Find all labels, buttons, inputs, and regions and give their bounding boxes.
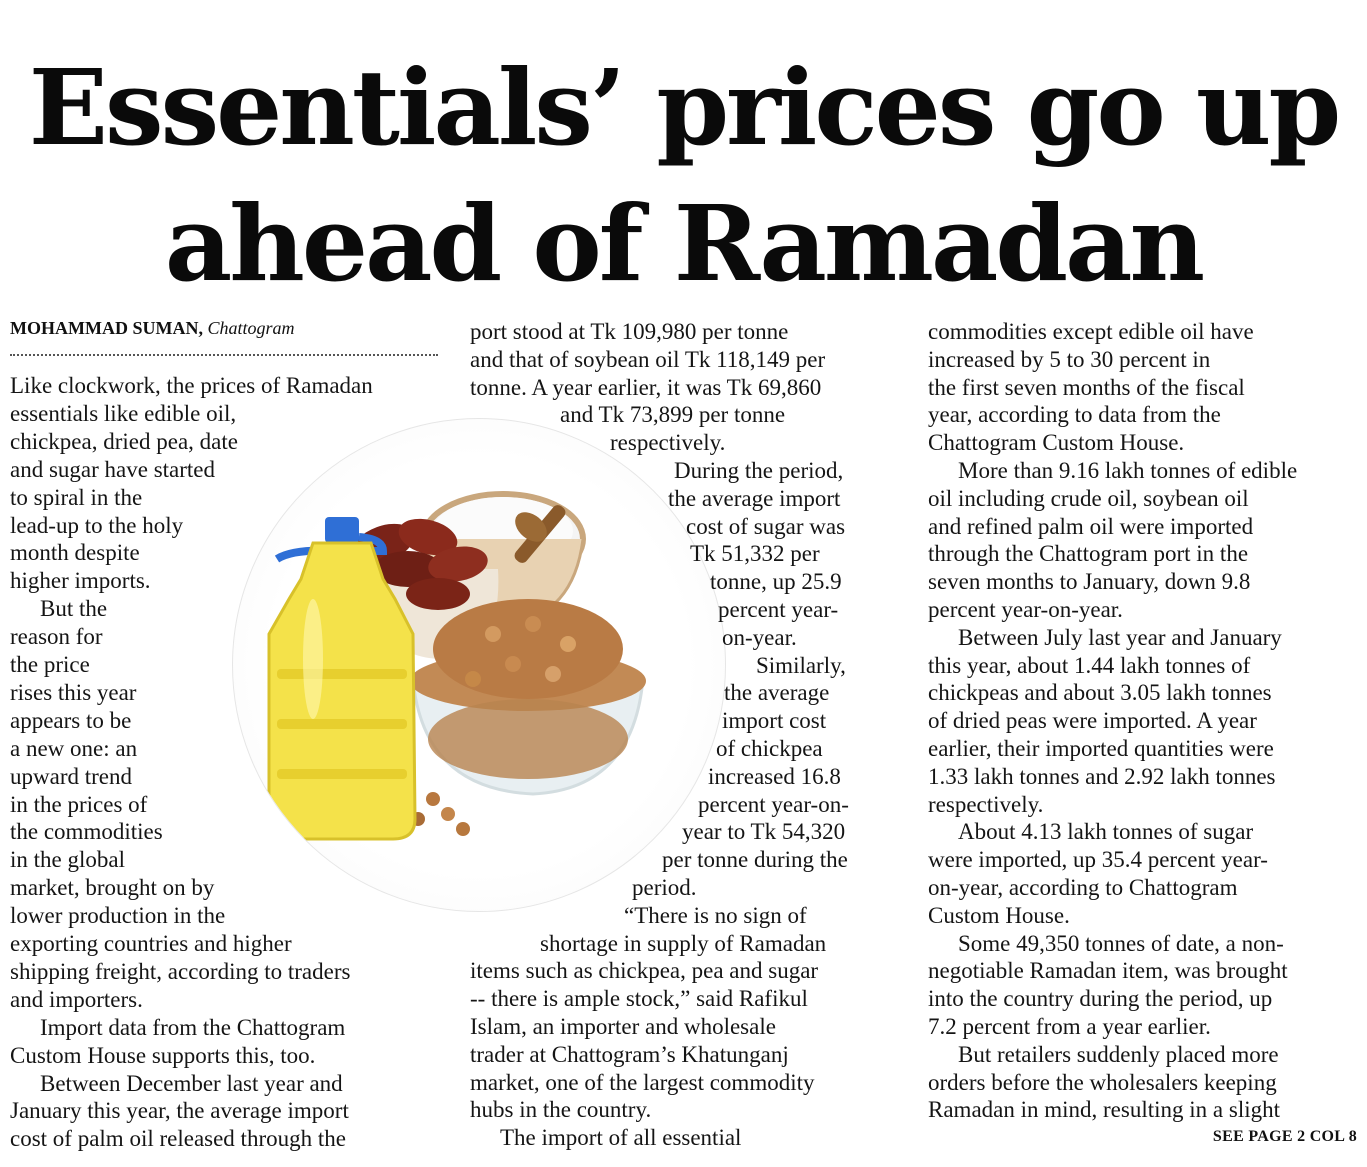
- byline-divider: [10, 354, 438, 356]
- article-line: 7.2 percent from a year earlier.: [928, 1014, 1211, 1039]
- article-line: exporting countries and higher: [10, 931, 292, 956]
- article-line: per tonne during the: [662, 847, 848, 873]
- article-line: period.: [632, 875, 697, 900]
- article-line: oil including crude oil, soybean oil: [928, 485, 1249, 511]
- article-line: chickpea, dried pea, date: [10, 428, 238, 454]
- article-line: Some 49,350 tonnes of date, a non-: [958, 930, 1284, 956]
- article-line: Like clockwork, the prices of Ramadan: [10, 373, 373, 398]
- article-line: cost of sugar was: [686, 513, 846, 539]
- article-line: market, brought on by: [10, 875, 215, 901]
- article-line: Between December last year and: [40, 1070, 343, 1096]
- headline-line-2: ahead of Ramadan: [164, 182, 1205, 305]
- article-line: to spiral in the: [10, 484, 143, 510]
- article-line: Custom House supports this, too.: [10, 1042, 316, 1068]
- article-line: year, according to data from the: [928, 402, 1221, 428]
- article-line: Similarly,: [756, 652, 846, 678]
- article-line: shortage in supply of Ramadan: [540, 930, 827, 956]
- ramadan-essentials-photo: [232, 418, 726, 912]
- article-line: seven months to January, down 9.8: [928, 569, 1251, 595]
- article-line: were imported, up 35.4 percent year-: [928, 847, 1268, 873]
- byline-author: MOHAMMAD SUMAN,: [10, 318, 203, 338]
- article-line: Custom House.: [928, 902, 1070, 928]
- article-line: a new one: an: [10, 735, 138, 761]
- article-line: lead-up to the holy: [10, 512, 184, 538]
- article-line: increased by 5 to 30 percent in: [928, 346, 1211, 372]
- article-line: earlier, their imported quantities were: [928, 736, 1274, 761]
- article-line: on-year.: [722, 624, 797, 650]
- article-line: Import data from the Chattogram: [40, 1014, 346, 1040]
- article-line: appears to be: [10, 707, 132, 733]
- article-line: items such as chickpea, pea and sugar: [470, 958, 819, 984]
- article-line: hubs in the country.: [470, 1097, 652, 1123]
- article-line: But the: [40, 596, 108, 622]
- article-line: More than 9.16 lakh tonnes of edible: [958, 458, 1298, 483]
- article-line: lower production in the: [10, 903, 226, 929]
- article-line: The import of all essential: [500, 1125, 742, 1151]
- article-line: the first seven months of the fiscal: [928, 374, 1245, 400]
- edible-oil-bottle: [267, 517, 417, 841]
- article-line: market, one of the largest commodity: [470, 1069, 815, 1095]
- article-line: “There is no sign of: [624, 902, 807, 928]
- article-line: percent year-on-: [698, 791, 849, 817]
- article-line: negotiable Ramadan item, was brought: [928, 958, 1288, 984]
- article-line: percent year-on-year.: [928, 597, 1123, 622]
- article-line: Tk 51,332 per: [690, 541, 820, 567]
- article-line: tonne. A year earlier, it was Tk 69,860: [470, 374, 822, 400]
- article-line: in the prices of: [10, 791, 148, 817]
- article-line: in the global: [10, 847, 125, 873]
- article-line: higher imports.: [10, 568, 151, 594]
- article-line: the price: [10, 652, 90, 677]
- article-line: of dried peas were imported. A year: [928, 708, 1257, 734]
- article-line: this year, about 1.44 lakh tonnes of: [928, 652, 1251, 678]
- article-line: and importers.: [10, 986, 143, 1012]
- article-line: During the period,: [674, 458, 844, 483]
- article-line: and refined palm oil were imported: [928, 513, 1254, 539]
- article-line: the average import: [668, 485, 841, 511]
- article-line: -- there is ample stock,” said Rafikul: [470, 986, 808, 1012]
- article-line: percent year-: [718, 597, 839, 622]
- article-line: orders before the wholesalers keeping: [928, 1069, 1277, 1095]
- article-line: respectively.: [610, 430, 726, 456]
- article-line: reason for: [10, 624, 103, 650]
- article-line: port stood at Tk 109,980 per tonne: [470, 319, 789, 344]
- article-line: Between July last year and January: [958, 624, 1282, 650]
- article-line: About 4.13 lakh tonnes of sugar: [958, 819, 1254, 845]
- article-line: commodities except edible oil have: [928, 319, 1254, 344]
- article-line: of chickpea: [716, 736, 823, 761]
- article-line: Ramadan in mind, resulting in a slight: [928, 1097, 1280, 1123]
- chickpea-glass-bowl: [410, 599, 646, 836]
- article-line: year to Tk 54,320: [682, 819, 846, 845]
- article-line: and Tk 73,899 per tonne: [560, 402, 786, 428]
- article-line: trader at Chattogram’s Khatunganj: [470, 1041, 789, 1067]
- article-line: the average: [724, 680, 830, 706]
- byline-location: Chattogram: [207, 318, 295, 338]
- headline-line-1: Essentials’ prices go up: [28, 46, 1341, 169]
- article-line: and that of soybean oil Tk 118,149 per: [470, 346, 826, 372]
- article-line: import cost: [722, 708, 827, 734]
- article-line: increased 16.8: [708, 763, 841, 789]
- article-line: respectively.: [928, 791, 1044, 817]
- article-line: into the country during the period, up: [928, 986, 1273, 1012]
- article-line: rises this year: [10, 679, 137, 705]
- article-line: the commodities: [10, 819, 163, 845]
- article-line: Chattogram Custom House.: [928, 430, 1185, 456]
- article-line: January this year, the average import: [10, 1098, 349, 1124]
- article-line: chickpeas and about 3.05 lakh tonnes: [928, 680, 1272, 706]
- article-line: and sugar have started: [10, 456, 216, 482]
- article-line: upward trend: [10, 763, 132, 789]
- wooden-scoop: [514, 505, 566, 563]
- article-line: 1.33 lakh tonnes and 2.92 lakh tonnes: [928, 763, 1276, 789]
- byline: MOHAMMAD SUMAN, Chattogram: [10, 318, 438, 358]
- continuation-note: SEE PAGE 2 COL 8: [1212, 1128, 1357, 1145]
- article-line: But retailers suddenly placed more: [958, 1041, 1279, 1067]
- headline: Essentials’ prices go up ahead of Ramada…: [0, 40, 1367, 312]
- article-line: essentials like edible oil,: [10, 400, 237, 426]
- article-line: through the Chattogram port in the: [928, 541, 1249, 567]
- article-line: Islam, an importer and wholesale: [470, 1014, 776, 1039]
- article-line: month despite: [10, 540, 140, 566]
- article-line: cost of palm oil released through the: [10, 1126, 346, 1152]
- article-line: on-year, according to Chattogram: [928, 875, 1238, 900]
- article-line: tonne, up 25.9: [710, 569, 842, 595]
- article-line: shipping freight, according to traders: [10, 958, 351, 984]
